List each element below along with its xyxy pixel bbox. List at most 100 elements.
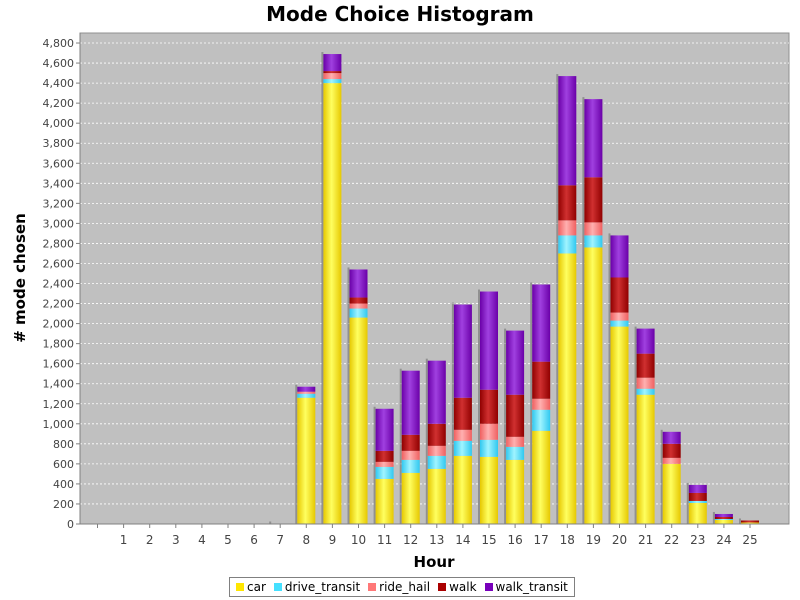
x-tick-label: 2 xyxy=(146,533,154,547)
bar-shadow xyxy=(373,406,376,524)
bar-segment-walk xyxy=(584,177,603,223)
legend-swatch xyxy=(438,583,447,591)
bar-segment-walk-transit xyxy=(453,304,472,398)
bar-segment-car xyxy=(323,83,342,524)
bar-segment-walk-transit xyxy=(401,370,420,435)
bar-segment-drive-transit xyxy=(323,79,342,84)
bar-segment-drive-transit xyxy=(453,440,472,456)
y-tick-label: 2,000 xyxy=(43,318,75,331)
bar-shadow xyxy=(712,511,715,524)
bar-segment-car xyxy=(401,472,420,524)
x-tick-label: 8 xyxy=(302,533,310,547)
y-tick-label: 1,000 xyxy=(43,418,75,431)
y-tick-label: 3,600 xyxy=(43,157,75,170)
x-tick-label: 21 xyxy=(638,533,653,547)
bar-segment-walk-transit xyxy=(349,269,368,298)
bar-segment-walk-transit xyxy=(558,76,577,186)
y-axis-label: # mode chosen xyxy=(11,213,29,343)
bar-segment-car xyxy=(636,394,655,524)
bar-segment-drive-transit xyxy=(506,446,525,460)
bar-shadow xyxy=(686,482,689,524)
bar-segment-walk-transit xyxy=(427,360,446,424)
bar-segment-car xyxy=(610,326,629,524)
bar-segment-drive-transit xyxy=(375,466,394,479)
legend-swatch xyxy=(484,583,493,591)
bar-segment-car xyxy=(453,455,472,524)
bar-segment-walk xyxy=(480,389,498,424)
bar-segment-ride-hail xyxy=(636,377,655,389)
bar-segment-walk xyxy=(741,520,759,523)
bar-segment-drive-transit xyxy=(714,518,733,520)
y-tick-label: 0 xyxy=(67,518,74,531)
bar-segment-car xyxy=(558,253,577,524)
x-tick-label: 19 xyxy=(586,533,601,547)
bar-segment-walk xyxy=(401,434,420,451)
bar-shadow xyxy=(321,52,324,525)
y-tick-label: 3,200 xyxy=(43,197,75,210)
y-tick-label: 2,200 xyxy=(43,298,75,311)
bar-shadow xyxy=(504,328,507,524)
x-tick-label: 6 xyxy=(250,533,258,547)
bar-segment-car xyxy=(532,430,551,524)
bar-segment-walk xyxy=(506,394,525,437)
bar-segment-ride-hail xyxy=(427,445,446,456)
y-tick-label: 3,400 xyxy=(43,177,75,190)
y-tick-label: 4,600 xyxy=(43,57,75,70)
bar-shadow xyxy=(556,74,559,524)
y-tick-label: 2,600 xyxy=(43,257,75,270)
bar-segment-walk xyxy=(688,492,707,501)
x-tick-label: 9 xyxy=(329,533,337,547)
bar-shadow xyxy=(295,384,298,524)
bar-segment-ride-hail xyxy=(662,457,681,464)
legend-swatch xyxy=(273,583,282,591)
bar-segment-ride-hail xyxy=(480,423,498,440)
y-tick-label: 4,400 xyxy=(43,77,75,90)
bar-segment-walk-transit xyxy=(662,431,681,444)
bar-segment-drive-transit xyxy=(427,455,446,469)
legend-label: walk xyxy=(449,580,477,594)
legend-label: ride_hail xyxy=(379,580,431,594)
bar-segment-walk-transit xyxy=(532,284,551,362)
x-tick-label: 25 xyxy=(742,533,757,547)
y-tick-label: 2,400 xyxy=(43,278,75,291)
bar-segment-walk-transit xyxy=(297,386,316,392)
bar-segment-drive-transit xyxy=(688,500,707,503)
bar-segment-walk xyxy=(323,71,342,74)
x-tick-label: 7 xyxy=(276,533,284,547)
bar-shadow xyxy=(347,267,350,524)
x-tick-label: 1 xyxy=(120,533,128,547)
bar-segment-walk-transit xyxy=(636,328,655,354)
bar-segment-walk-transit xyxy=(375,408,394,451)
bar-segment-drive-transit xyxy=(558,235,577,254)
bar-segment-drive-transit xyxy=(584,235,603,248)
bar-shadow xyxy=(739,518,741,524)
bar-segment-walk xyxy=(662,443,681,458)
bar-segment-walk xyxy=(636,353,655,378)
x-tick-label: 17 xyxy=(534,533,549,547)
x-tick-label: 3 xyxy=(172,533,180,547)
legend-label: walk_transit xyxy=(495,580,568,594)
y-tick-label: 1,800 xyxy=(43,338,75,351)
y-tick-label: 4,200 xyxy=(43,97,75,110)
bar-segment-drive-transit xyxy=(297,393,316,398)
bar-segment-ride-hail xyxy=(297,391,316,394)
bar-segment-car xyxy=(297,397,316,524)
bar-segment-drive-transit xyxy=(610,320,629,327)
legend-swatch xyxy=(236,583,244,591)
bar-shadow xyxy=(608,233,611,525)
x-tick-label: 20 xyxy=(612,533,627,547)
y-tick-label: 1,400 xyxy=(43,378,75,391)
x-tick-label: 16 xyxy=(507,533,522,547)
y-tick-label: 600 xyxy=(53,458,74,471)
y-tick-label: 4,000 xyxy=(43,117,75,130)
bar-segment-ride-hail xyxy=(584,222,603,236)
bar-shadow xyxy=(451,302,454,524)
x-tick-label: 15 xyxy=(481,533,496,547)
y-tick-label: 800 xyxy=(53,438,74,451)
bar-segment-ride-hail xyxy=(506,436,525,447)
bar-segment-ride-hail xyxy=(401,450,420,460)
legend-label: car xyxy=(247,580,266,594)
bar-segment-walk xyxy=(349,297,368,304)
x-tick-label: 23 xyxy=(690,533,705,547)
